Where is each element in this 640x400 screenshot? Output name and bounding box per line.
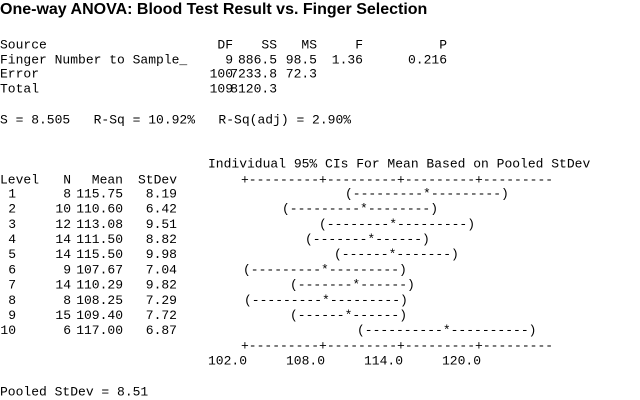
ci-axis-top: +---------+---------+---------+--------- <box>241 172 553 187</box>
ci-cell: 9.98 <box>146 247 177 262</box>
anova-cell: Finger Number to Sample_ <box>0 52 187 67</box>
ci-cell: 9.51 <box>146 217 177 232</box>
anova-cell: 7233.8 <box>230 66 277 81</box>
summary: S = 8.505 R-Sq = 10.92% R-Sq(adj) = 2.90… <box>0 112 351 127</box>
ci-cell: 14 <box>55 232 71 247</box>
ci-cell: 7 <box>8 278 16 293</box>
ci-interval: (----------*----------) <box>357 323 536 338</box>
ci-cell: 115.75 <box>76 186 123 201</box>
ci-cell: 7.29 <box>146 293 177 308</box>
ci-cell: 6.87 <box>146 323 177 338</box>
ci-cell: 14 <box>55 247 71 262</box>
ci-cell: 4 <box>8 232 16 247</box>
anova-header-cell: F <box>355 37 363 52</box>
anova-cell: 72.3 <box>286 66 317 81</box>
ci-cell: 8 <box>8 293 16 308</box>
anova-cell: 1.36 <box>332 52 363 67</box>
ci-cell: 6.42 <box>146 202 177 217</box>
ci-axis-bottom: +---------+---------+---------+--------- <box>241 338 553 353</box>
ci-interval: (---------*---------) <box>345 186 509 201</box>
ci-axis-label: 108.0 <box>286 353 325 368</box>
ci-caption: Individual 95% CIs For Mean Based on Poo… <box>208 156 590 171</box>
title: One-way ANOVA: Blood Test Result vs. Fin… <box>0 1 427 18</box>
anova-header-cell: MS <box>301 37 317 52</box>
ci-interval: (---------*---------) <box>243 262 407 277</box>
ci-interval: (---------*--------) <box>282 202 438 217</box>
ci-cell: 110.29 <box>76 278 123 293</box>
ci-cell: 3 <box>8 217 16 232</box>
ci-cell: 108.25 <box>76 293 123 308</box>
ci-axis-label: 102.0 <box>208 353 247 368</box>
ci-cell: 6 <box>8 262 16 277</box>
ci-cell: 113.08 <box>76 217 123 232</box>
ci-cell: 110.60 <box>76 202 123 217</box>
ci-cell: 10 <box>55 202 71 217</box>
ci-cell: 10 <box>0 323 16 338</box>
ci-cell: 8 <box>63 293 71 308</box>
ci-interval: (-------*------) <box>305 232 430 247</box>
anova-header-cell: DF <box>217 37 233 52</box>
ci-cell: 14 <box>55 278 71 293</box>
ci-cell: 109.40 <box>76 308 123 323</box>
anova-header-cell: Source <box>0 37 47 52</box>
ci-cell: 9 <box>8 308 16 323</box>
ci-cell: 107.67 <box>76 262 123 277</box>
pooled-stdev: Pooled StDev = 8.51 <box>0 384 148 399</box>
ci-axis-label: 120.0 <box>442 353 481 368</box>
anova-cell: 886.5 <box>238 52 277 67</box>
anova-header-cell: P <box>439 37 447 52</box>
ci-cell: 115.50 <box>76 247 123 262</box>
anova-cell: Total <box>0 81 39 96</box>
ci-cell: 8.82 <box>146 232 177 247</box>
anova-header-cell: SS <box>261 37 277 52</box>
ci-cell: 1 <box>8 186 16 201</box>
ci-cell: 5 <box>8 247 16 262</box>
ci-cell: 117.00 <box>76 323 123 338</box>
ci-cell: 7.04 <box>146 262 177 277</box>
ci-cell: 111.50 <box>76 232 123 247</box>
ci-header-cell: N <box>63 172 71 187</box>
ci-interval: (-------*------) <box>290 278 415 293</box>
anova-cell: 100 <box>210 66 233 81</box>
anova-cell: 9 <box>225 52 233 67</box>
ci-cell: 2 <box>8 202 16 217</box>
ci-interval: (--------*---------) <box>319 217 475 232</box>
ci-interval: (------*-------) <box>334 247 459 262</box>
ci-cell: 9.82 <box>146 278 177 293</box>
ci-interval: (---------*---------) <box>244 293 408 308</box>
ci-cell: 7.72 <box>146 308 177 323</box>
ci-header-cell: StDev <box>138 172 177 187</box>
ci-cell: 8.19 <box>146 186 177 201</box>
ci-cell: 6 <box>63 323 71 338</box>
ci-cell: 15 <box>55 308 71 323</box>
ci-cell: 8 <box>63 186 71 201</box>
anova-cell: 0.216 <box>408 52 447 67</box>
anova-cell: 8120.3 <box>230 81 277 96</box>
ci-header-cell: Mean <box>92 172 123 187</box>
anova-cell: Error <box>0 66 39 81</box>
ci-header-cell: Level <box>0 172 39 187</box>
ci-cell: 9 <box>63 262 71 277</box>
ci-interval: (------*------) <box>290 308 407 323</box>
anova-cell: 98.5 <box>286 52 317 67</box>
anova-cell: 109 <box>210 81 233 96</box>
ci-cell: 12 <box>55 217 71 232</box>
ci-axis-label: 114.0 <box>364 353 403 368</box>
